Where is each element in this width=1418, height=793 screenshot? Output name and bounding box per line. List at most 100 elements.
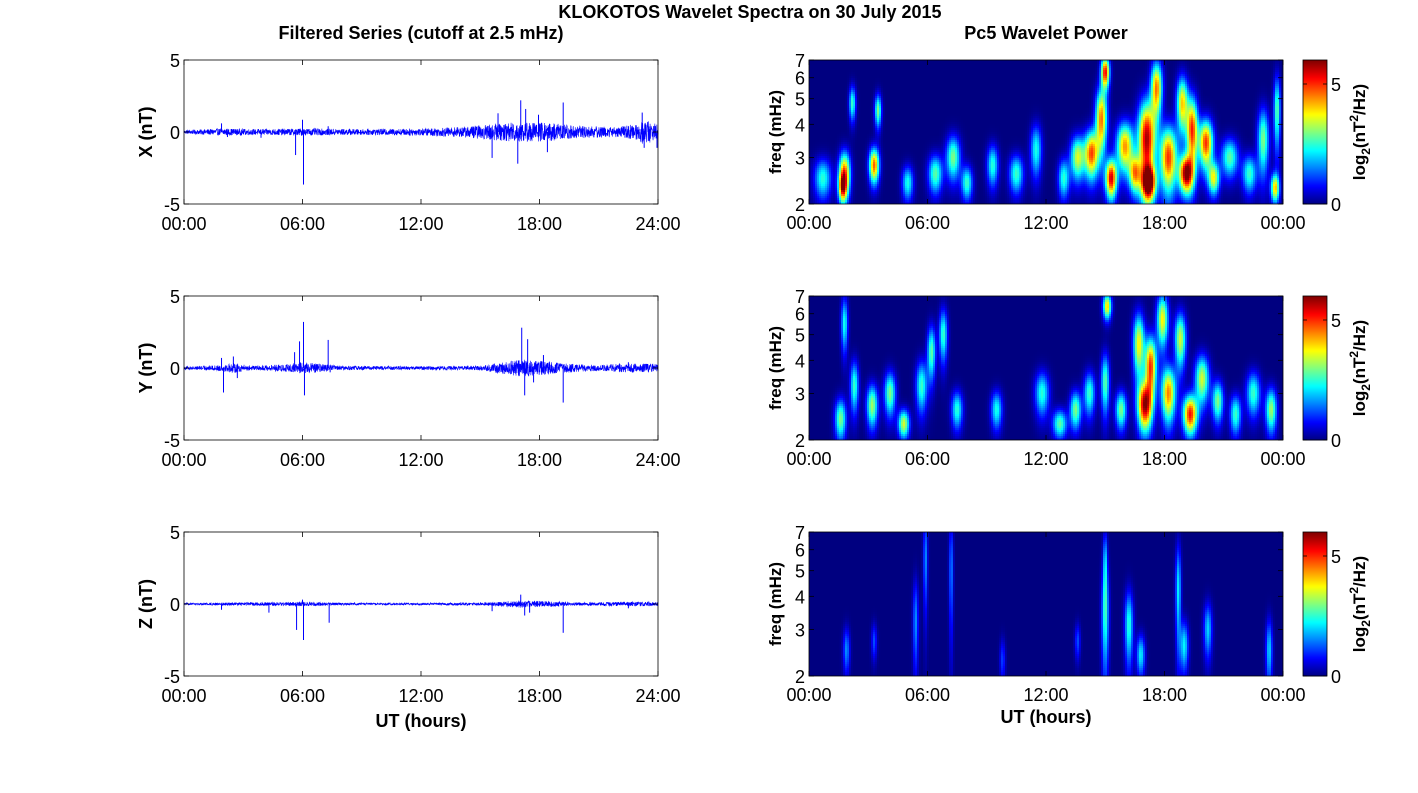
heatmap-cell [1149,62,1151,64]
heatmap-cell [925,64,927,66]
heatmap-cell [871,62,873,64]
heatmap-cell [1077,62,1079,64]
heatmap-cell [1261,62,1263,64]
heatmap-cell [1195,62,1197,64]
heatmap-cell [1225,62,1227,64]
figure-title: KLOKOTOS Wavelet Spectra on 30 July 2015 [558,2,941,22]
heatmap-cell [961,64,963,66]
heatmap-cell [995,64,997,66]
heatmap-cell [1231,62,1233,64]
heatmap-cell [1051,64,1053,66]
heatmap-cell [1041,64,1043,66]
heatmap-cell [997,64,999,66]
heatmap-cell [887,62,889,64]
heatmap-cell [1107,62,1109,64]
heatmap-cell [813,62,815,64]
heatmap-cell [911,62,913,64]
heatmap-cell [1097,64,1099,66]
heatmap-cell [1023,62,1025,64]
y-axis-label: Z (nT) [136,579,156,629]
heatmap-cell [1265,62,1267,64]
heatmap-cell [1023,64,1025,66]
heatmap-cell [1183,62,1185,64]
heatmap-cell [1199,62,1201,64]
heatmap-cell [1229,62,1231,64]
heatmap-cell [1131,62,1133,64]
y-tick-label: -5 [164,195,180,215]
heatmap-cell [1071,62,1073,64]
heatmap-cell [1171,64,1173,66]
heatmap-cell [1111,62,1113,64]
heatmap-cell [1209,62,1211,64]
heatmap-cell [1087,62,1089,64]
heatmap-cell [989,64,991,66]
heatmap-cell [843,62,845,64]
heatmap-cell [1015,62,1017,64]
heatmap-cell [1059,64,1061,66]
heatmap-cell [885,64,887,66]
heatmap-cell [1003,62,1005,64]
heatmap-cell [1007,64,1009,66]
heatmap-cell [1127,64,1129,66]
heatmap-cell [947,64,949,66]
heatmap-cell [947,62,949,64]
heatmap-cell [1009,62,1011,64]
heatmap-cell [1147,64,1149,66]
heatmap-cell [839,62,841,64]
heatmap-cell [957,62,959,64]
heatmap-cell [1279,62,1281,64]
heatmap-cell [1159,62,1161,64]
heatmap-cell [1053,62,1055,64]
heatmap-cell [885,62,887,64]
heatmap-cell [1135,64,1137,66]
heatmap-cell [1019,62,1021,64]
heatmap-cell [1245,64,1247,66]
heatmap-cell [1085,64,1087,66]
heatmap-cell [827,64,829,66]
heatmap-cell [1269,62,1271,64]
heatmap-cell [1005,64,1007,66]
heatmap-cell [923,62,925,64]
heatmap-cell [1193,62,1195,64]
heatmap-cell [1025,62,1027,64]
heatmap-cell [1079,62,1081,64]
heatmap-cell [1225,64,1227,66]
heatmap-cell [1009,64,1011,66]
heatmap-cell [1271,62,1273,64]
heatmap-cell [935,62,937,64]
heatmap-cell [1101,64,1103,66]
heatmap-cell [1099,62,1101,64]
heatmap-cell [841,64,843,66]
heatmap-cell [925,62,927,64]
heatmap-cell [1145,64,1147,66]
heatmap-cell [1205,62,1207,64]
heatmap-cell [937,62,939,64]
heatmap-cell [857,64,859,66]
heatmap-cell [857,62,859,64]
heatmap-cell [881,64,883,66]
heatmap-cell [1263,64,1265,66]
heatmap-cell [851,64,853,66]
heatmap-cell [1203,64,1205,66]
heatmap-cell [891,64,893,66]
heatmap-cell [1257,62,1259,64]
heatmap-cell [915,62,917,64]
x-tick-label: 18:00 [517,214,562,234]
x-tick-label: 06:00 [280,686,325,706]
heatmap-cell [1027,64,1029,66]
heatmap-cell [889,64,891,66]
heatmap-cell [997,62,999,64]
heatmap-cell [879,64,881,66]
heatmap-cell [837,62,839,64]
heatmap-cell [1217,62,1219,64]
heatmap-cell [1117,64,1119,66]
heatmap-cell [1033,64,1035,66]
heatmap-cell [1037,62,1039,64]
heatmap-cell [1203,62,1205,64]
figure-canvas: KLOKOTOS Wavelet Spectra on 30 July 2015… [0,0,1418,788]
heatmap-cell [969,64,971,66]
heatmap-cell [883,64,885,66]
heatmap-cell [1107,64,1109,66]
heatmap-cell [1019,64,1021,66]
heatmap-cell [1017,62,1019,64]
